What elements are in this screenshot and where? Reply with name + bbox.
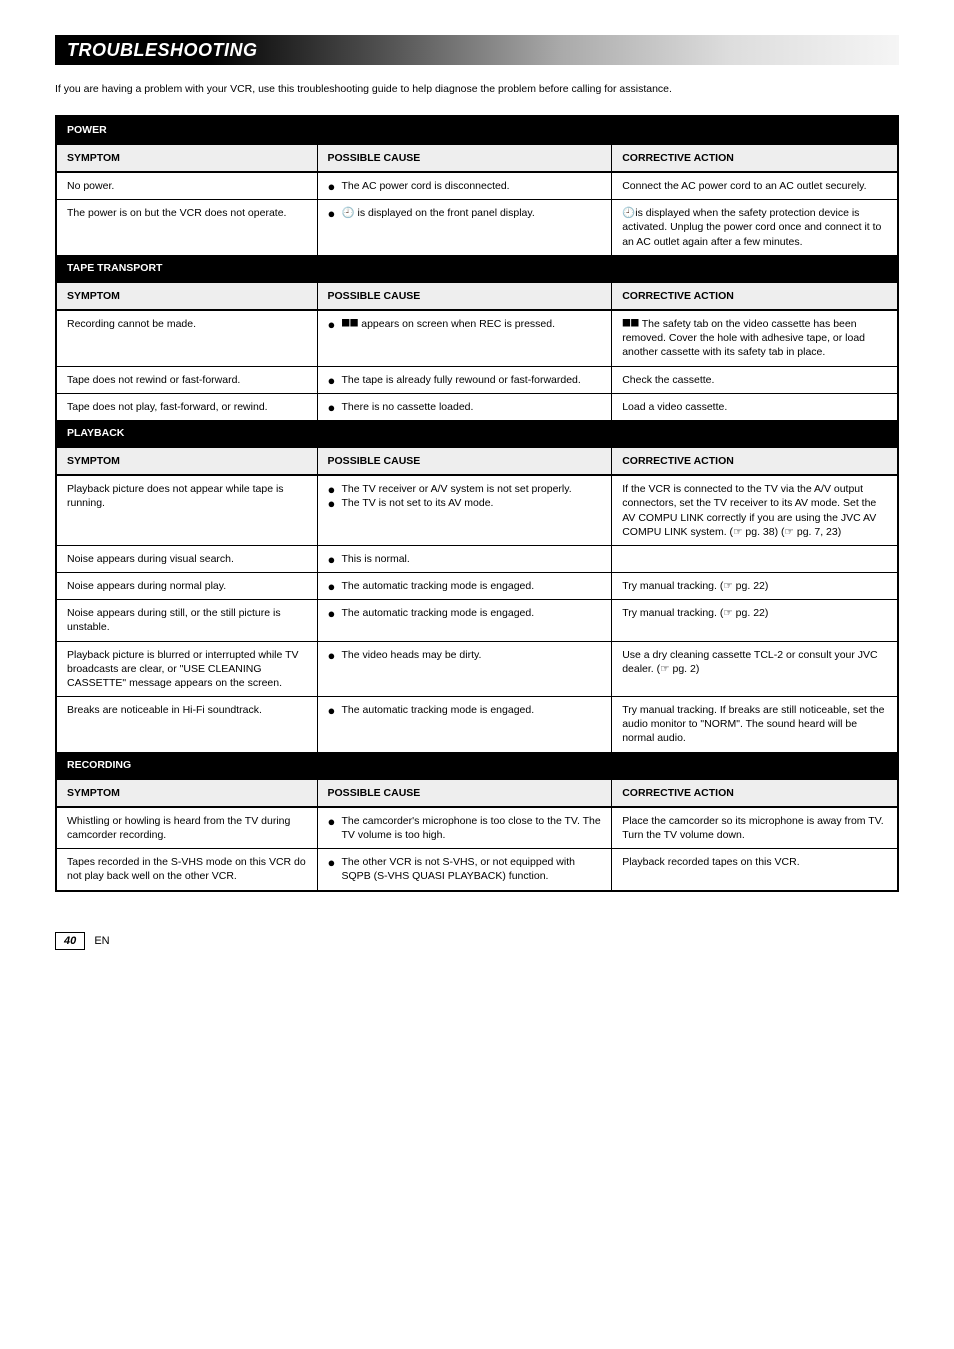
col-symptom: SYMPTOM — [56, 779, 317, 807]
symptom-cell: Playback picture does not appear while t… — [56, 475, 317, 545]
intro-text: If you are having a problem with your VC… — [55, 83, 899, 97]
action-cell: Check the cassette. — [612, 366, 898, 393]
cause-text: ⯀⯀ appears on screen when REC is pressed… — [342, 317, 602, 331]
col-cause: POSSIBLE CAUSE — [317, 447, 612, 475]
cause-cell: ●The automatic tracking mode is engaged. — [317, 573, 612, 600]
symptom-cell: Tapes recorded in the S-VHS mode on this… — [56, 849, 317, 891]
cause-cell: ●The tape is already fully rewound or fa… — [317, 366, 612, 393]
symptom-cell: Noise appears during normal play. — [56, 573, 317, 600]
action-cell: If the VCR is connected to the TV via th… — [612, 475, 898, 545]
section-header: POWER — [56, 116, 898, 144]
col-cause: POSSIBLE CAUSE — [317, 282, 612, 310]
tape-protect-icon: ⯀⯀ — [622, 318, 639, 330]
bullet-icon: ● — [328, 552, 342, 566]
symptom-cell: Whistling or howling is heard from the T… — [56, 807, 317, 849]
col-cause: POSSIBLE CAUSE — [317, 144, 612, 172]
symptom-cell: The power is on but the VCR does not ope… — [56, 200, 317, 255]
action-cell: Load a video cassette. — [612, 393, 898, 420]
cause-cell: ●There is no cassette loaded. — [317, 393, 612, 420]
bullet-icon: ● — [328, 814, 342, 842]
symptom-cell: Tape does not play, fast-forward, or rew… — [56, 393, 317, 420]
cause-text: The automatic tracking mode is engaged. — [342, 579, 602, 593]
symptom-cell: No power. — [56, 172, 317, 200]
footer-lang: EN — [94, 935, 109, 947]
bullet-icon: ● — [328, 855, 342, 883]
page-footer: 40 EN — [55, 932, 899, 950]
cause-text: The other VCR is not S-VHS, or not equip… — [342, 855, 602, 883]
section-header: RECORDING — [56, 752, 898, 779]
pointing-hand-icon: ☞ — [733, 526, 742, 538]
cause-text: The automatic tracking mode is engaged. — [342, 606, 602, 620]
cause-text: The TV receiver or A/V system is not set… — [342, 482, 602, 496]
action-cell: ⯀⯀ The safety tab on the video cassette … — [612, 310, 898, 366]
cause-cell: ●The video heads may be dirty. — [317, 641, 612, 697]
cause-cell: ●The camcorder's microphone is too close… — [317, 807, 612, 849]
action-cell: Try manual tracking. (☞ pg. 22) — [612, 600, 898, 641]
clock-icon: 🕘 — [622, 207, 635, 219]
cause-cell: ●The other VCR is not S-VHS, or not equi… — [317, 849, 612, 891]
col-symptom: SYMPTOM — [56, 144, 317, 172]
cause-text: 🕘 is displayed on the front panel displa… — [342, 206, 602, 220]
col-action: CORRECTIVE ACTION — [612, 144, 898, 172]
bullet-icon: ● — [328, 703, 342, 717]
cause-text: The automatic tracking mode is engaged. — [342, 703, 602, 717]
bullet-icon: ● — [328, 400, 342, 414]
bullet-icon: ● — [328, 317, 342, 331]
cause-cell: ●⯀⯀ appears on screen when REC is presse… — [317, 310, 612, 366]
symptom-cell: Playback picture is blurred or interrupt… — [56, 641, 317, 697]
cause-cell: ●The automatic tracking mode is engaged. — [317, 697, 612, 752]
bullet-icon: ● — [328, 373, 342, 387]
action-cell: Try manual tracking. If breaks are still… — [612, 697, 898, 752]
page-title: TROUBLESHOOTING — [67, 40, 258, 61]
cause-text: The video heads may be dirty. — [342, 648, 602, 662]
action-cell: Try manual tracking. (☞ pg. 22) — [612, 573, 898, 600]
pointing-hand-icon: ☞ — [723, 580, 732, 592]
cause-cell: ●The automatic tracking mode is engaged. — [317, 600, 612, 641]
bullet-icon: ● — [328, 482, 342, 496]
cause-text: The tape is already fully rewound or fas… — [342, 373, 602, 387]
action-cell: Place the camcorder so its microphone is… — [612, 807, 898, 849]
cause-text: The AC power cord is disconnected. — [342, 179, 602, 193]
symptom-cell: Tape does not rewind or fast-forward. — [56, 366, 317, 393]
page-header: TROUBLESHOOTING — [55, 35, 899, 65]
section-header: PLAYBACK — [56, 420, 898, 447]
action-cell — [612, 545, 898, 572]
col-cause: POSSIBLE CAUSE — [317, 779, 612, 807]
bullet-icon: ● — [328, 179, 342, 193]
action-cell: 🕘is displayed when the safety protection… — [612, 200, 898, 255]
col-symptom: SYMPTOM — [56, 447, 317, 475]
symptom-cell: Noise appears during visual search. — [56, 545, 317, 572]
cause-text: The TV is not set to its AV mode. — [342, 496, 602, 510]
cause-text: There is no cassette loaded. — [342, 400, 602, 414]
pointing-hand-icon: ☞ — [660, 663, 669, 675]
section-header: TAPE TRANSPORT — [56, 255, 898, 282]
troubleshooting-table: POWERSYMPTOMPOSSIBLE CAUSECORRECTIVE ACT… — [55, 115, 899, 892]
cause-cell: ●The AC power cord is disconnected. — [317, 172, 612, 200]
tape-protect-icon: ⯀⯀ — [342, 318, 359, 330]
action-cell: Playback recorded tapes on this VCR. — [612, 849, 898, 891]
bullet-icon: ● — [328, 648, 342, 662]
symptom-cell: Breaks are noticeable in Hi-Fi soundtrac… — [56, 697, 317, 752]
action-cell: Connect the AC power cord to an AC outle… — [612, 172, 898, 200]
clock-icon: 🕘 — [342, 207, 355, 219]
page-number: 40 — [55, 932, 85, 950]
symptom-cell: Noise appears during still, or the still… — [56, 600, 317, 641]
bullet-icon: ● — [328, 579, 342, 593]
bullet-icon: ● — [328, 496, 342, 510]
col-action: CORRECTIVE ACTION — [612, 447, 898, 475]
bullet-icon: ● — [328, 206, 342, 220]
pointing-hand-icon: ☞ — [785, 526, 794, 538]
col-symptom: SYMPTOM — [56, 282, 317, 310]
bullet-icon: ● — [328, 606, 342, 620]
cause-cell: ●🕘 is displayed on the front panel displ… — [317, 200, 612, 255]
action-cell: Use a dry cleaning cassette TCL-2 or con… — [612, 641, 898, 697]
cause-text: The camcorder's microphone is too close … — [342, 814, 602, 842]
cause-text: This is normal. — [342, 552, 602, 566]
pointing-hand-icon: ☞ — [723, 607, 732, 619]
cause-cell: ●The TV receiver or A/V system is not se… — [317, 475, 612, 545]
symptom-cell: Recording cannot be made. — [56, 310, 317, 366]
cause-cell: ●This is normal. — [317, 545, 612, 572]
col-action: CORRECTIVE ACTION — [612, 779, 898, 807]
col-action: CORRECTIVE ACTION — [612, 282, 898, 310]
